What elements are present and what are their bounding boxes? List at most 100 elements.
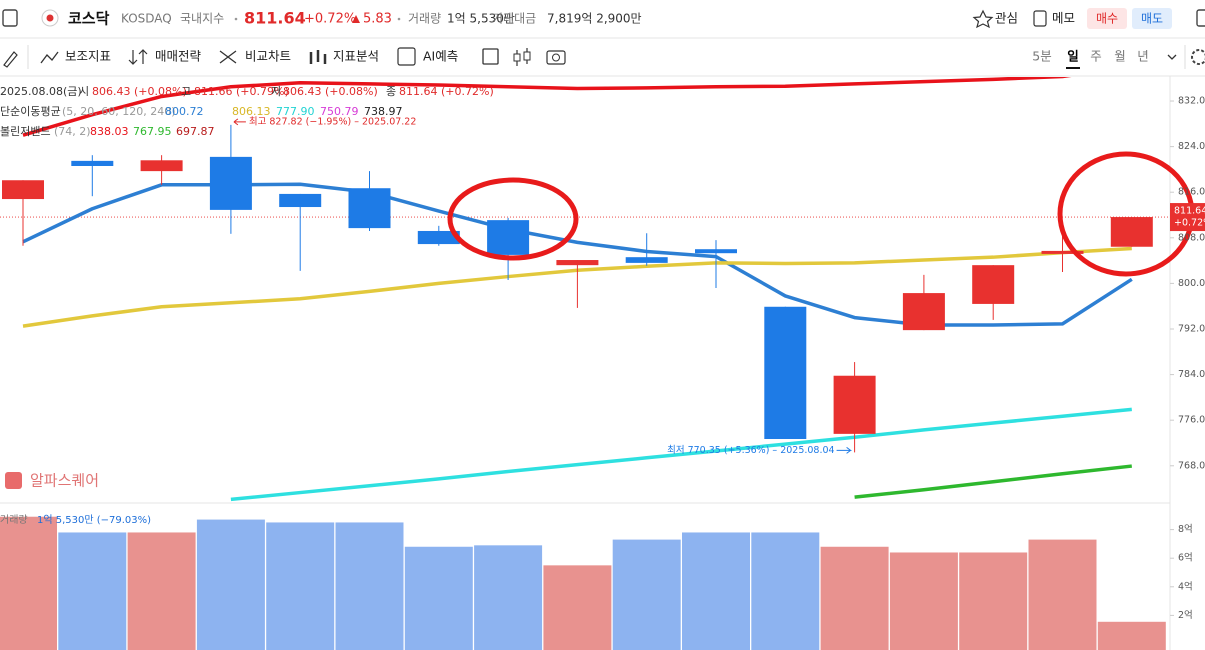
analysis-icon[interactable] [309,50,327,64]
volume-legend: 거래량 [0,514,28,526]
y-tick-label: 2억 [1178,609,1193,621]
period[interactable]: 일 [1067,49,1079,64]
indicator-line [22,77,1072,137]
y-tick-label: 816.00 [1178,187,1205,198]
price: 811.64 [244,9,306,28]
panel-icon[interactable] [2,9,18,27]
sell-label[interactable]: 매도 [1141,12,1163,26]
candle-body [972,265,1015,304]
period[interactable]: 주 [1090,49,1102,64]
tool[interactable]: AI예측 [423,49,458,64]
chevron[interactable] [1167,54,1177,60]
up-arrow [352,15,360,23]
volume-bar [58,532,127,650]
side-icon[interactable] [1196,9,1205,27]
ma-params: (5, 20, 60, 120, 240) [62,105,176,118]
change-pct: +0.72% [304,12,356,27]
amount-label: 거래대금 [492,12,536,26]
candle-body [487,220,530,255]
watermark: 알파스퀘어 [30,472,99,490]
camera-lens [552,53,560,62]
bb-value: 697.87 [176,125,215,138]
sell-button[interactable] [1132,8,1172,29]
candle-body [140,160,183,172]
ai-icon[interactable] [397,47,416,66]
camera-icon[interactable] [546,50,566,65]
volume-bar [127,532,196,650]
tool[interactable]: 매매전략 [155,49,202,64]
volume: 1억 5,530만 [447,12,515,26]
volume-bar [335,522,404,650]
legend-value: 806.43 (+0.08%) [92,85,187,98]
dot [397,17,401,21]
y-tick-label: 776.00 [1178,415,1205,426]
volume-bar [543,565,612,650]
volume-label: 거래량 [408,12,441,26]
tool[interactable]: 지표분석 [333,49,379,64]
memo-icon[interactable] [1033,10,1047,27]
volume-bar [474,545,543,650]
memo-button[interactable]: 메모 [1052,11,1075,26]
volume-bar [196,519,265,650]
market: 국내지수 [180,12,224,26]
ma-value: 806.13 [232,105,271,118]
note-arrow [233,118,246,126]
period[interactable]: 년 [1137,49,1149,64]
volume-bar [1028,539,1097,650]
volume-bar [682,532,750,650]
buy-label[interactable]: 매수 [1096,12,1118,26]
period[interactable]: 5분 [1032,49,1051,64]
candle-body [764,306,807,439]
candle-body [1110,217,1153,247]
y-tick-label: 8억 [1178,523,1193,535]
y-tick-label: 792.00 [1178,323,1205,334]
volume-bar [266,522,335,650]
candle-body [556,260,599,266]
strategy-icon[interactable] [128,49,148,65]
candle-body [209,156,252,210]
bb-value: 838.03 [90,125,129,138]
tool[interactable]: 비교차트 [245,49,291,64]
index-name: 코스닥 [68,10,110,28]
candle-body [2,180,44,200]
indicator-icon[interactable] [40,51,59,64]
note-arrow [836,446,853,454]
star-icon[interactable] [972,9,994,29]
watch-button[interactable]: 관심 [995,11,1018,26]
candle-icon[interactable] [523,51,531,61]
y-tick-label: 4억 [1178,580,1193,592]
price-tag-price: 811.64 [1174,206,1205,217]
index-code: KOSDAQ [121,12,172,26]
legend-value: 811.64 (+0.72%) [399,85,494,98]
volume-bar [1097,621,1166,650]
bb-params: (74, 2) [54,125,91,138]
shape-icon[interactable] [482,48,499,65]
candle-icon[interactable] [513,53,521,62]
indicator-line [22,182,1133,327]
settings-icon[interactable] [1191,49,1205,65]
price-tag: 811.64+0.72% [1170,203,1205,232]
y-tick-label: 800.00 [1178,278,1205,289]
y-tick-label: 832.00 [1178,96,1205,107]
volume-bar [959,552,1028,650]
y-tick-label: 784.00 [1178,369,1205,380]
volume-bar [889,552,958,650]
period[interactable]: 월 [1114,49,1126,64]
candle-body [833,375,876,434]
legend-key: 저 [271,85,281,98]
compare-icon[interactable] [219,50,237,64]
pen-icon[interactable] [3,51,18,68]
y-tick-label: 824.00 [1178,141,1205,152]
indicator-line [230,407,1132,502]
price-tag-bg [1170,203,1205,232]
tool[interactable]: 보조지표 [65,49,111,64]
candle-body [71,160,114,166]
volume-bar [404,546,473,650]
flag-mark [46,14,54,22]
ma-legend: 단순이동평균 [0,105,61,118]
y-tick-label: 808.00 [1178,232,1205,243]
candle-body [348,188,391,229]
volume-bar [820,546,889,650]
buy-button[interactable] [1087,8,1127,29]
